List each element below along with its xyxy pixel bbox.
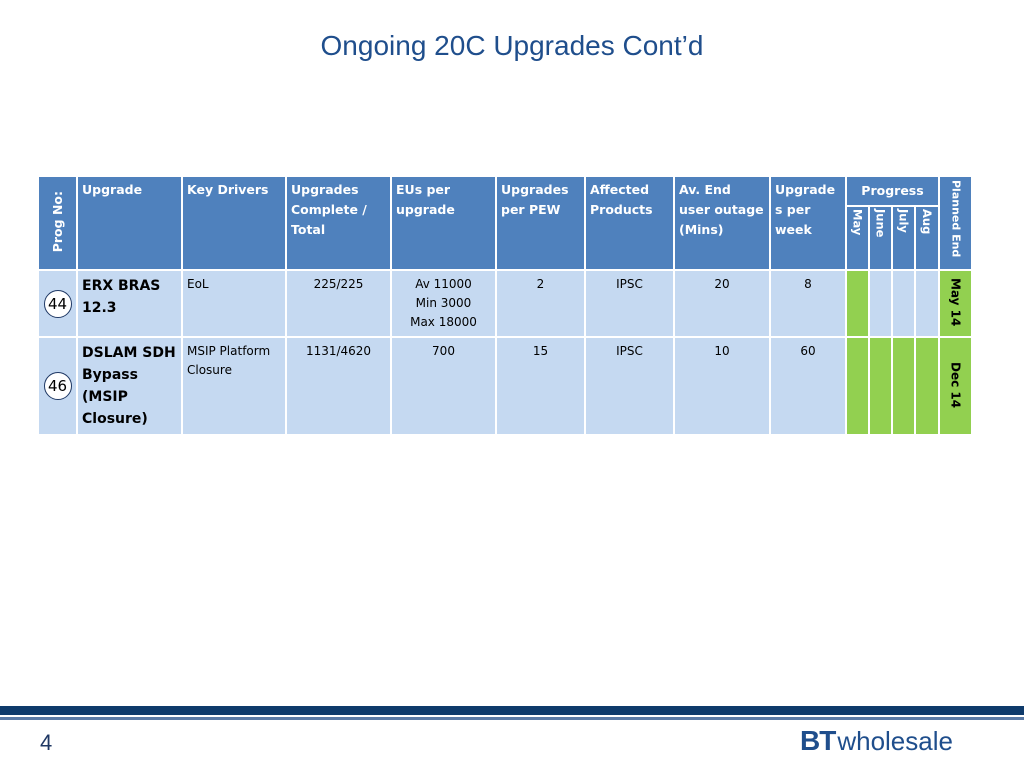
header-prog-no: Prog No: bbox=[37, 174, 78, 272]
progress-cell-july bbox=[891, 336, 916, 437]
progress-cell-june bbox=[868, 269, 893, 339]
prog-no-cell: 44 bbox=[37, 269, 78, 339]
logo-wholesale-text: wholesale bbox=[837, 725, 953, 756]
av-outage: 20 bbox=[673, 269, 771, 339]
month-label: July bbox=[896, 209, 911, 233]
table-row: 46 DSLAM SDH Bypass (MSIP Closure) MSIP … bbox=[37, 336, 973, 437]
footer-bar bbox=[0, 706, 1024, 715]
progress-cell-may bbox=[845, 269, 870, 339]
planned-end-cell: Dec 14 bbox=[938, 336, 973, 437]
eus-per-upgrade: 700 bbox=[390, 336, 497, 437]
slide-title: Ongoing 20C Upgrades Cont’d bbox=[320, 30, 704, 61]
eus-line: Av 11000 bbox=[415, 277, 472, 292]
complete-total: 225/225 bbox=[285, 269, 392, 339]
prog-number-badge: 44 bbox=[43, 289, 72, 318]
header-prog-no-label: Prog No: bbox=[49, 191, 65, 253]
header-progress: Progress bbox=[845, 175, 940, 207]
upgrades-per-week: 8 bbox=[769, 269, 847, 339]
logo-bt-text: BT bbox=[800, 725, 836, 756]
header-complete-total: Upgrades Complete / Total bbox=[285, 174, 392, 272]
header-month-may: May bbox=[845, 204, 870, 272]
upgrade-name: ERX BRAS 12.3 bbox=[76, 269, 183, 339]
affected-products: IPSC bbox=[584, 269, 675, 339]
month-label: June bbox=[873, 209, 888, 238]
upgrades-table: Prog No: Upgrade Key Drivers Upgrades Co… bbox=[37, 174, 973, 437]
table-row: 44 ERX BRAS 12.3 EoL 225/225 Av 11000 Mi… bbox=[37, 269, 973, 339]
planned-end-value: Dec 14 bbox=[948, 361, 963, 408]
header-upgrade: Upgrade bbox=[76, 174, 183, 272]
eus-line: 700 bbox=[432, 344, 455, 359]
header-av-outage: Av. End user outage (Mins) bbox=[673, 174, 771, 272]
progress-cell-may bbox=[845, 336, 870, 437]
upgrades-per-pew: 15 bbox=[495, 336, 586, 437]
eus-line: Min 3000 bbox=[415, 296, 472, 311]
prog-number-badge: 46 bbox=[43, 372, 72, 401]
header-eus-per-upgrade: EUs per upgrade bbox=[390, 174, 497, 272]
header-key-drivers: Key Drivers bbox=[181, 174, 287, 272]
progress-cell-aug bbox=[914, 336, 940, 437]
header-affected-products: Affected Products bbox=[584, 174, 675, 272]
header-month-june: June bbox=[868, 204, 893, 272]
upgrades-per-pew: 2 bbox=[495, 269, 586, 339]
header-upgrades-per-pew: Upgrades per PEW bbox=[495, 174, 586, 272]
footer-divider bbox=[0, 717, 1024, 720]
bt-wholesale-logo: BT wholesale bbox=[800, 725, 953, 756]
complete-total: 1131/4620 bbox=[285, 336, 392, 437]
progress-cell-aug bbox=[914, 269, 940, 339]
upgrades-per-week: 60 bbox=[769, 336, 847, 437]
header-upgrades-per-week: Upgrade s per week bbox=[769, 174, 847, 272]
header-planned-end-label: Planned End bbox=[949, 180, 963, 258]
header-planned-end: Planned End bbox=[938, 174, 973, 272]
eus-per-upgrade: Av 11000 Min 3000 Max 18000 bbox=[390, 269, 497, 339]
key-drivers: EoL bbox=[181, 269, 287, 339]
month-label: May bbox=[850, 209, 865, 236]
header-month-july: July bbox=[891, 204, 916, 272]
av-outage: 10 bbox=[673, 336, 771, 437]
prog-no-cell: 46 bbox=[37, 336, 78, 437]
planned-end-value: May 14 bbox=[948, 278, 963, 327]
affected-products: IPSC bbox=[584, 336, 675, 437]
progress-cell-june bbox=[868, 336, 893, 437]
planned-end-cell: May 14 bbox=[938, 269, 973, 339]
progress-cell-july bbox=[891, 269, 916, 339]
eus-line: Max 18000 bbox=[410, 315, 477, 330]
header-month-aug: Aug bbox=[914, 204, 940, 272]
month-label: Aug bbox=[920, 209, 934, 235]
page-number: 4 bbox=[40, 730, 53, 755]
key-drivers: MSIP Platform Closure bbox=[181, 336, 287, 437]
upgrade-name: DSLAM SDH Bypass (MSIP Closure) bbox=[76, 336, 183, 437]
